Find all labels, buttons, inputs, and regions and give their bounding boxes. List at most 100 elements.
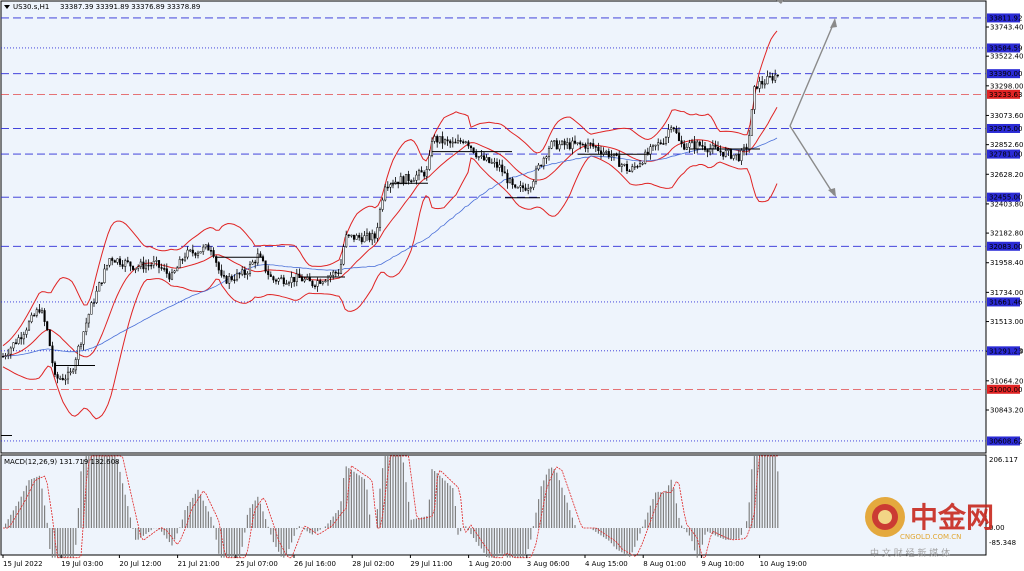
candle-body: [589, 142, 592, 145]
candle-body: [373, 233, 376, 239]
time-label: 10 Aug 19:00: [760, 560, 807, 568]
candle-body: [451, 141, 454, 144]
candle-body: [768, 76, 772, 78]
candle-body: [701, 145, 704, 147]
candle-body: [623, 163, 626, 166]
candle-body: [82, 331, 85, 345]
triangle-down-icon[interactable]: [4, 5, 10, 9]
time-label: 26 Jul 16:00: [294, 560, 336, 568]
macd-pane[interactable]: [0, 454, 987, 556]
candle-body: [433, 136, 436, 142]
candle-body: [503, 171, 506, 174]
projection-arrows[interactable]: [776, 0, 837, 197]
candle-body: [61, 378, 64, 381]
time-label: 20 Jul 12:00: [119, 560, 161, 568]
candle-body: [485, 157, 488, 161]
candle-body: [22, 334, 25, 340]
candle-body: [423, 171, 426, 177]
candle-body: [259, 253, 262, 257]
candle-body: [657, 142, 660, 146]
watermark-brand: 中金网: [910, 501, 994, 534]
arrow-top-icon: [776, 0, 784, 4]
candle-body: [202, 246, 205, 252]
macd-title: MACD(12,26,9) 131.719 132.608: [4, 458, 120, 466]
candle-body: [737, 153, 740, 161]
candle-body: [228, 276, 231, 284]
level-tag-label: 31661.46: [989, 298, 1023, 306]
candle-body: [776, 74, 779, 77]
candle-body: [209, 250, 213, 252]
candle-body: [170, 272, 174, 280]
candle-body: [121, 264, 124, 267]
candle-body: [277, 278, 280, 282]
horizontal-levels[interactable]: [1, 17, 986, 442]
price-tick-label: 32628.20: [990, 171, 1023, 179]
candle-body: [511, 178, 514, 186]
candle-body: [480, 155, 483, 157]
candle-body: [592, 143, 595, 147]
candle-body: [766, 76, 769, 85]
candle-body: [706, 149, 709, 153]
candle-body: [378, 209, 382, 228]
price-axis: 33743.40 33522.40 33298.00 33073.60 32852.60…: [986, 24, 1023, 415]
level-tag-label: 33390.00: [989, 70, 1022, 78]
candle-body: [735, 153, 738, 156]
candle-body: [215, 256, 218, 263]
level-tag: [987, 43, 1020, 53]
candle-body: [103, 268, 106, 284]
candle-body: [38, 309, 41, 313]
candle-body: [540, 164, 543, 167]
candle-body: [550, 141, 553, 149]
candle-body: [449, 140, 452, 144]
candle-body: [571, 140, 574, 149]
candle-body: [111, 258, 114, 261]
bollinger-middle: [2, 106, 778, 358]
candle-body: [183, 256, 187, 261]
level-tag-label: 32455.00: [989, 194, 1022, 202]
candle-body: [722, 151, 725, 157]
candle-body: [558, 144, 561, 150]
candle-body: [420, 170, 423, 173]
candle-body: [758, 80, 761, 89]
candle-body: [748, 135, 751, 150]
candle-body: [241, 269, 244, 275]
candle-body: [324, 280, 327, 283]
candle-body: [649, 146, 652, 155]
candle-body: [118, 258, 122, 265]
candle-body: [456, 140, 460, 144]
candle-body: [371, 233, 374, 241]
candle-body: [105, 264, 109, 270]
candle-body: [181, 259, 184, 261]
candle-body: [563, 140, 566, 146]
candle-body: [490, 162, 493, 164]
candle-body: [641, 163, 644, 165]
candle-body: [306, 277, 309, 280]
candle-body: [35, 309, 38, 316]
candle-body: [727, 149, 730, 151]
candle-body: [74, 359, 77, 371]
candle-body: [381, 199, 384, 210]
price-pane[interactable]: [0, 0, 987, 454]
candle-body: [313, 285, 317, 288]
candle-body: [553, 140, 556, 142]
candle-body: [355, 235, 358, 240]
candle-body: [152, 261, 155, 266]
candle-body: [625, 163, 629, 172]
price-tick-label: 33073.60: [990, 112, 1023, 120]
candle-body: [9, 347, 12, 355]
level-tag-label: 31291.23: [989, 347, 1022, 355]
candle-body: [459, 140, 462, 142]
price-tick-label: 31734.00: [990, 289, 1023, 297]
candle-body: [66, 371, 70, 380]
candle-body: [311, 280, 314, 287]
candle-body: [763, 83, 766, 86]
candle-body: [534, 168, 538, 182]
candle-body: [285, 283, 288, 285]
candle-body: [391, 183, 395, 186]
candle-body: [472, 147, 475, 153]
candle-body: [204, 244, 207, 248]
price-tick-label: 32182.80: [990, 230, 1023, 238]
candle-body: [194, 252, 197, 256]
